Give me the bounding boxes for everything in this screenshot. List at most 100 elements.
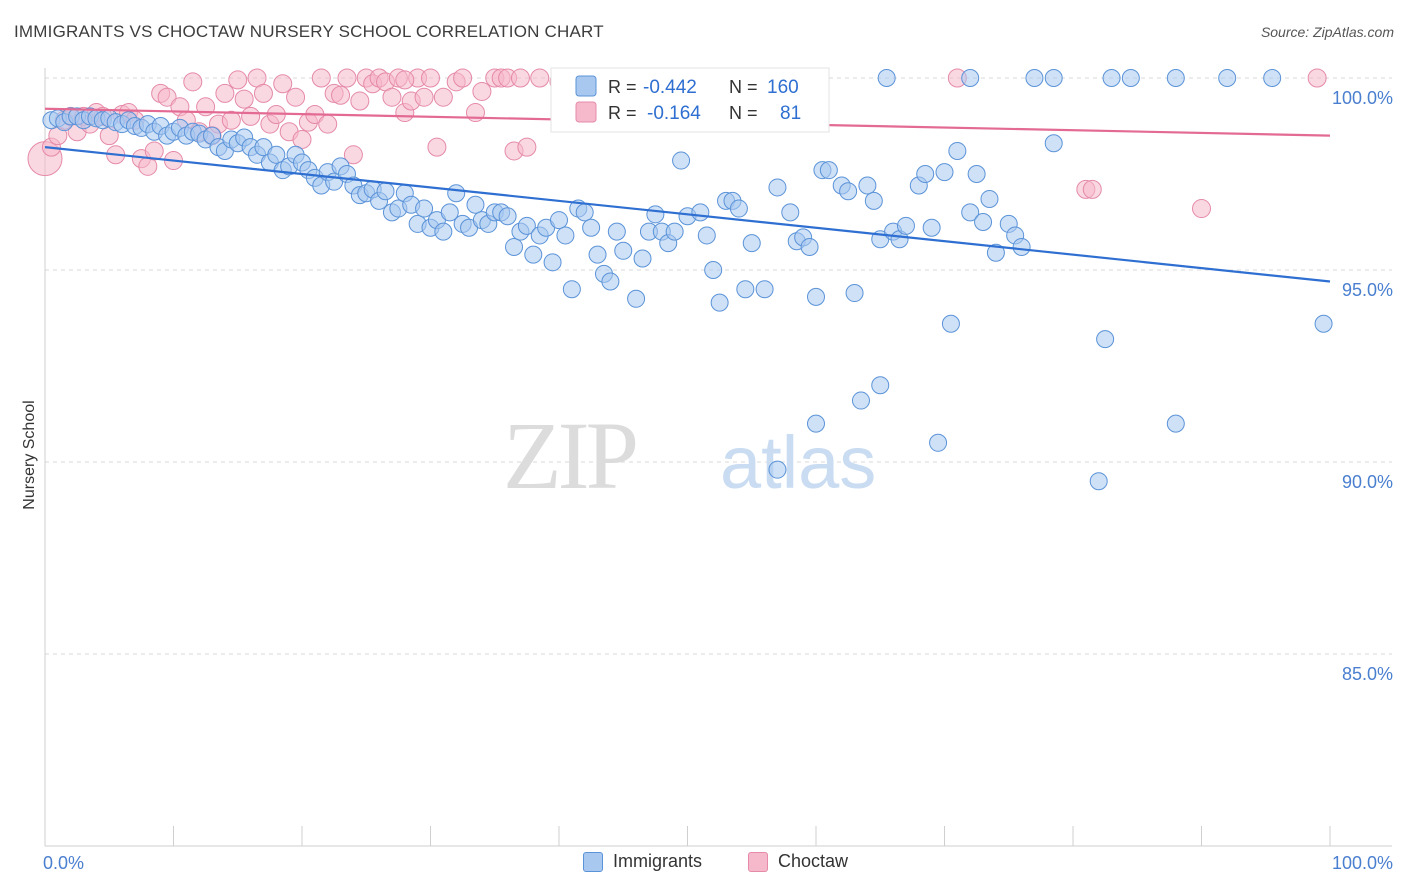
immigrants-point: [896, 216, 915, 235]
x-tick-label-min: 0.0%: [43, 853, 84, 873]
immigrants-point: [839, 182, 858, 201]
choctaw-point: [1307, 68, 1327, 88]
legend-swatch-choctaw: [575, 101, 597, 123]
immigrants-point: [768, 178, 787, 197]
choctaw-point: [453, 68, 473, 88]
choctaw-point: [292, 129, 312, 149]
choctaw-point: [183, 72, 203, 92]
immigrants-point: [517, 216, 536, 235]
immigrants-point: [941, 314, 960, 333]
immigrants-point: [1314, 314, 1333, 333]
immigrants-point: [633, 249, 652, 268]
immigrants-point: [614, 241, 633, 260]
choctaw-point: [221, 110, 241, 130]
choctaw-point: [350, 91, 370, 111]
legend-item-immigrants[interactable]: Immigrants: [583, 851, 702, 872]
immigrants-point: [588, 245, 607, 264]
immigrants-point: [543, 253, 562, 272]
chart-title: IMMIGRANTS VS CHOCTAW NURSERY SCHOOL COR…: [14, 22, 604, 41]
immigrants-point: [980, 189, 999, 208]
immigrants-point: [607, 222, 626, 241]
choctaw-point: [311, 68, 331, 88]
legend-label-immigrants: Immigrants: [613, 851, 703, 871]
immigrants-point: [871, 376, 890, 395]
immigrants-point: [550, 211, 568, 230]
immigrants-point: [1096, 330, 1115, 349]
immigrants-point: [935, 163, 954, 182]
choctaw-point: [343, 145, 363, 165]
choctaw-point: [530, 68, 550, 88]
immigrants-point: [961, 69, 980, 87]
choctaw-swatch: [748, 851, 768, 872]
immigrants-point: [967, 165, 986, 183]
immigrants-point: [858, 176, 877, 195]
watermark-atlas: atlas: [720, 421, 876, 504]
immigrants-point: [986, 243, 1005, 262]
legend-n-label-choctaw: N =: [729, 103, 758, 123]
choctaw-point: [253, 83, 273, 103]
axes: 85.0% 90.0% 95.0% 100.0% 0.0% 100.0%: [43, 68, 1393, 873]
choctaw-point: [1082, 179, 1102, 199]
choctaw-point: [421, 68, 440, 88]
immigrants-point: [627, 289, 646, 308]
immigrants-point: [582, 218, 601, 237]
choctaw-point: [228, 70, 248, 90]
immigrants-point: [755, 280, 774, 299]
immigrants-point: [1089, 472, 1108, 491]
immigrants-point: [434, 222, 453, 241]
immigrants-point: [691, 203, 710, 222]
immigrants-point: [807, 287, 825, 306]
choctaw-point: [157, 87, 177, 107]
immigrants-swatch: [583, 851, 603, 872]
choctaw-point: [395, 70, 415, 90]
immigrants-point: [505, 237, 524, 256]
immigrants-point: [440, 203, 459, 222]
choctaw-point: [331, 85, 351, 105]
choctaw-point: [414, 87, 434, 107]
immigrants-point: [736, 280, 755, 299]
legend-n-value-choctaw: 81: [780, 103, 801, 124]
immigrants-points: [42, 69, 1333, 491]
legend-r-label-immigrants: R =: [608, 77, 637, 97]
y-tick-label: 85.0%: [1342, 664, 1393, 684]
choctaw-point: [318, 114, 338, 134]
immigrants-point: [267, 145, 286, 164]
immigrants-point: [845, 284, 864, 303]
immigrants-point: [781, 203, 800, 222]
immigrants-point: [729, 199, 748, 218]
immigrants-point: [961, 203, 980, 222]
watermark: ZIP atlas: [503, 402, 876, 509]
immigrants-point: [916, 165, 935, 183]
legend-r-value-immigrants: -0.442: [643, 77, 697, 98]
y-tick-label: 95.0%: [1342, 280, 1393, 300]
immigrants-point: [665, 222, 684, 241]
immigrants-point: [922, 218, 941, 237]
immigrants-point: [575, 203, 594, 222]
immigrants-point: [1166, 69, 1185, 87]
legend-item-choctaw[interactable]: Choctaw: [748, 851, 848, 872]
immigrants-trend-line: [44, 146, 1331, 283]
choctaw-point: [286, 87, 306, 107]
immigrants-point: [851, 391, 870, 410]
legend-swatch-immigrants: [575, 75, 597, 97]
immigrants-point: [1121, 69, 1140, 87]
immigrants-point: [376, 182, 395, 201]
immigrants-point: [1044, 134, 1063, 153]
immigrants-point: [415, 199, 434, 218]
immigrants-point: [864, 191, 883, 210]
legend-r-label-choctaw: R =: [608, 103, 637, 123]
x-tick-label-max: 100.0%: [1332, 853, 1393, 873]
immigrants-point: [646, 205, 665, 224]
immigrants-point: [742, 234, 761, 253]
immigrants-point: [556, 226, 575, 245]
chart-source: Source: ZipAtlas.com: [1260, 24, 1394, 40]
choctaw-point: [382, 87, 402, 107]
immigrants-point: [672, 151, 691, 170]
choctaw-point: [337, 68, 357, 88]
immigrants-point: [466, 195, 485, 214]
immigrants-point: [974, 213, 993, 231]
choctaw-point: [472, 81, 492, 101]
y-axis-title: Nursery School: [21, 400, 38, 509]
choctaw-point: [517, 137, 537, 157]
immigrants-point: [704, 261, 723, 279]
